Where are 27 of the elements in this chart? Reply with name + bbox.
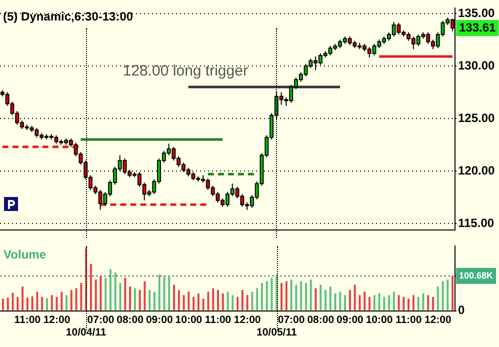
x-tick-label: 10:00 xyxy=(175,314,202,326)
x-tick-label: 11:00 xyxy=(204,314,232,326)
x-tick-label: 12:00 xyxy=(234,314,261,326)
y-tick-label: 115.00 xyxy=(458,216,494,230)
y-tick-label: 100.68K xyxy=(459,270,494,280)
x-tick-label: 07:00 xyxy=(87,314,114,326)
x-tick-label: 11:00 xyxy=(395,314,422,326)
x-tick-label: 12:00 xyxy=(424,314,452,326)
y-tick-label: 135.00 xyxy=(458,6,496,20)
chart-title: Volume xyxy=(4,248,46,262)
x-tick-label: 11:00 xyxy=(14,314,41,326)
y-tick-label: 125.00 xyxy=(458,110,496,125)
annotation: 128.00 long trigger xyxy=(122,62,248,80)
x-tick-label: 07:00 xyxy=(278,314,305,326)
x-tick-label: 10/04/11 xyxy=(66,326,106,339)
x-tick-label: 09:00 xyxy=(336,314,364,326)
x-tick-label: 12:00 xyxy=(43,314,70,326)
x-tick-label: 08:00 xyxy=(116,314,144,326)
y-tick-label: 0 xyxy=(458,303,465,318)
x-tick-label: 10:00 xyxy=(366,314,393,326)
y-tick-label: 130.00 xyxy=(458,58,496,72)
chart-title: (5) Dynamic,6:30-13:00 xyxy=(3,10,134,24)
y-tick-label: 133.61 xyxy=(459,20,496,34)
x-tick-label: 09:00 xyxy=(146,314,173,326)
y-tick-label: 120.00 xyxy=(458,163,496,178)
x-tick-label: 08:00 xyxy=(307,314,334,326)
x-tick-label: 10/05/11 xyxy=(256,326,297,339)
